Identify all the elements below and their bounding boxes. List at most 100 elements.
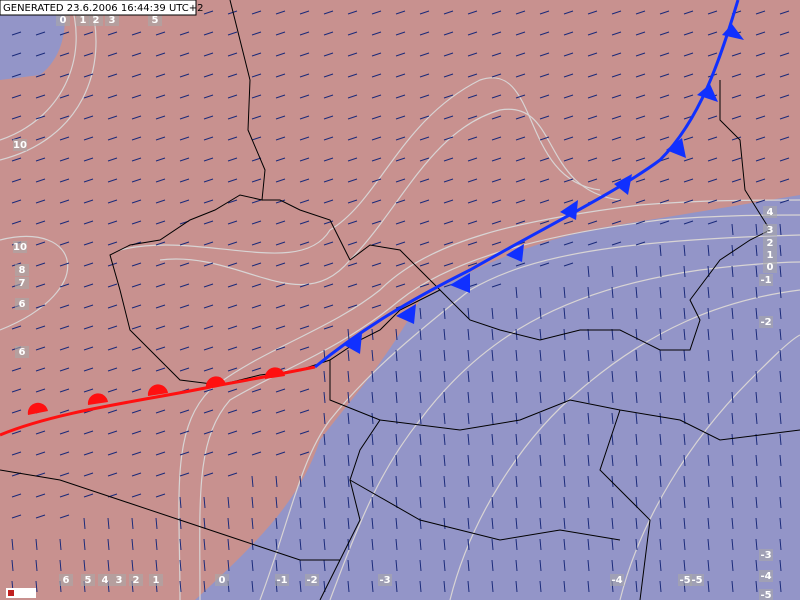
wind-arrow [275, 325, 286, 330]
wind-arrow [611, 73, 622, 78]
contour-label-bg [15, 298, 29, 310]
wind-arrow [371, 328, 374, 341]
wind-arrow [275, 136, 286, 141]
wind-arrow [275, 94, 286, 99]
wind-arrow [731, 73, 742, 78]
warm-front-bump [205, 376, 226, 388]
wind-arrow [251, 304, 262, 309]
wind-arrow [179, 262, 190, 267]
contour-label: 2 [133, 575, 140, 586]
wind-arrow [131, 52, 142, 57]
wind-arrow [563, 262, 574, 267]
contour-label-bg [81, 574, 95, 586]
wind-arrow [59, 304, 70, 309]
wind-arrow [635, 115, 646, 120]
contour-label: 1 [153, 575, 160, 586]
wind-arrow [443, 580, 446, 593]
wind-arrow [203, 517, 206, 530]
wind-arrow [539, 580, 542, 593]
wind-arrow [467, 220, 478, 225]
wind-arrow [299, 580, 302, 593]
wind-arrow [491, 220, 502, 225]
wind-arrow [11, 31, 22, 36]
wind-arrow [467, 31, 478, 36]
wind-arrow [707, 307, 710, 320]
wind-arrow [539, 433, 542, 446]
wind-arrow [323, 115, 334, 120]
wind-arrow [107, 73, 118, 78]
wind-arrow [275, 241, 286, 246]
wind-arrow [179, 409, 190, 414]
wind-arrow [59, 262, 70, 267]
contour-label: 0 [60, 15, 67, 26]
wind-arrow [347, 157, 358, 162]
wind-arrow [635, 454, 638, 467]
wind-arrow [35, 31, 46, 36]
wind-arrow [155, 157, 166, 162]
wind-arrow [587, 538, 590, 551]
wind-arrow [419, 10, 430, 15]
wind-arrow [539, 559, 542, 572]
wind-arrow [35, 493, 46, 498]
wind-arrow [563, 31, 574, 36]
wind-arrow [395, 241, 406, 246]
wind-arrow [59, 220, 70, 225]
wind-arrow [587, 136, 598, 141]
wind-arrow [275, 559, 278, 572]
wind-arrow [563, 328, 566, 341]
wind-arrow [299, 178, 310, 183]
wind-arrow [419, 496, 422, 509]
wind-arrow [11, 409, 22, 414]
wind-arrow [731, 178, 742, 183]
wind-arrow [59, 514, 70, 519]
wind-arrow [299, 409, 310, 414]
contour-label-bg [15, 264, 29, 276]
wind-arrow [107, 199, 118, 204]
wind-arrow [155, 409, 166, 414]
wind-arrow [683, 265, 686, 278]
wind-arrow [707, 31, 718, 36]
wind-arrow [707, 517, 710, 530]
wind-arrow [323, 517, 326, 530]
wind-arrow [683, 370, 686, 383]
wind-arrow [515, 10, 526, 15]
wind-arrow [275, 475, 278, 488]
generated-stamp: GENERATED 23.6.2006 16:44:39 UTC+2 [3, 3, 204, 14]
wind-arrow [83, 304, 94, 309]
wind-arrow [323, 94, 334, 99]
wind-arrow [419, 307, 422, 320]
wind-arrow [779, 265, 782, 278]
wind-arrow [467, 136, 478, 141]
wind-arrow [731, 265, 734, 278]
wind-arrow [731, 475, 734, 488]
wind-arrow [707, 178, 718, 183]
wind-arrow [611, 328, 614, 341]
wind-arrow [731, 433, 734, 446]
wind-arrow [659, 178, 670, 183]
wind-arrow [155, 94, 166, 99]
wind-arrow [611, 220, 622, 225]
wind-arrow [227, 472, 238, 477]
wind-arrow [155, 517, 158, 530]
wind-arrow [395, 157, 406, 162]
wind-arrow [611, 10, 622, 15]
wind-arrow [467, 307, 470, 320]
contour-label: 6 [63, 575, 70, 586]
wind-arrow [35, 346, 46, 351]
wind-arrow [659, 412, 662, 425]
wind-arrow [419, 73, 430, 78]
wind-arrow [491, 10, 502, 15]
wind-arrow [227, 451, 238, 456]
cold-front-tooth [666, 138, 686, 158]
wind-arrow [443, 241, 454, 246]
wind-arrow [251, 94, 262, 99]
wind-arrow [635, 517, 638, 530]
cold-front-tooth [396, 304, 416, 324]
wind-arrow [419, 412, 422, 425]
wind-arrow [347, 283, 358, 288]
cold-front-tooth [344, 334, 362, 354]
wind-arrow [395, 580, 398, 593]
wind-arrow [395, 559, 398, 572]
wind-arrow [467, 10, 478, 15]
wind-arrow [491, 496, 494, 509]
